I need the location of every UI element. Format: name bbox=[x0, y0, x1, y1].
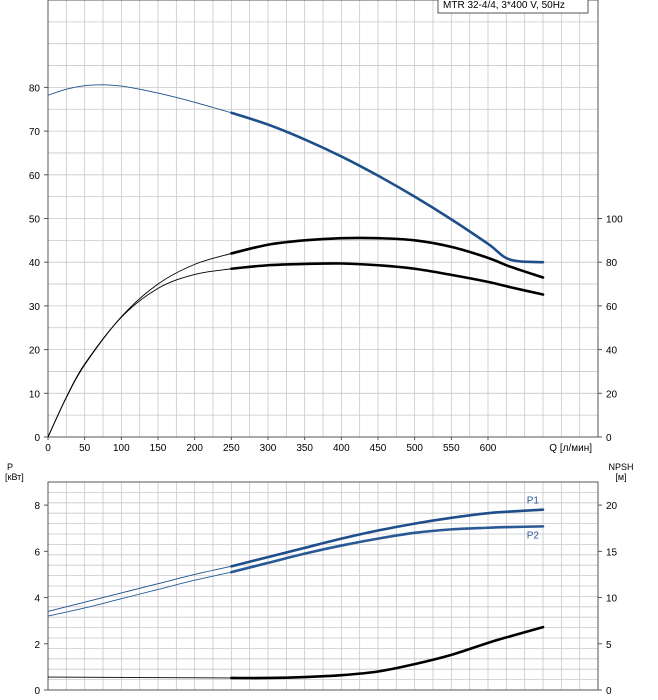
y-left-tick-label: 50 bbox=[29, 215, 41, 226]
y-right-axis-title: NPSH bbox=[608, 462, 633, 472]
x-tick-label: 350 bbox=[296, 443, 313, 454]
chart-title: MTR 32-4/4, 3*400 V, 50Hz bbox=[443, 0, 565, 11]
x-axis-title: Q [л/мин] bbox=[549, 443, 592, 454]
y-left-tick-label: 60 bbox=[29, 171, 41, 182]
x-tick-label: 500 bbox=[406, 443, 423, 454]
series-2-line-bold bbox=[230, 262, 545, 296]
y-left-tick-label: 30 bbox=[29, 302, 41, 313]
series-0-line-thin bbox=[47, 84, 232, 114]
x-tick-label: 250 bbox=[223, 443, 240, 454]
series-p1-line-thin bbox=[47, 565, 232, 612]
y-left-axis-title: P bbox=[7, 462, 13, 472]
x-tick-label: 300 bbox=[260, 443, 277, 454]
series-p1-line-bold bbox=[230, 508, 545, 568]
x-tick-label: 150 bbox=[150, 443, 167, 454]
x-tick-label: 200 bbox=[186, 443, 203, 454]
x-tick-label: 50 bbox=[79, 443, 91, 454]
y-right-tick-label: 10 bbox=[606, 594, 618, 605]
y-right-tick-label: 20 bbox=[606, 501, 618, 512]
series-p2-line-bold bbox=[230, 525, 545, 574]
grid bbox=[48, 0, 598, 437]
series-label-p2: P2 bbox=[527, 530, 540, 541]
y-right-tick-label: 0 bbox=[606, 686, 612, 697]
x-tick-label: 600 bbox=[480, 443, 497, 454]
y-left-tick-label: 2 bbox=[34, 640, 40, 651]
chart-title-frame bbox=[437, 0, 589, 14]
series-2-line-thin bbox=[47, 268, 232, 438]
y-left-axis-unit: [кВт] bbox=[5, 472, 24, 482]
x-tick-label: 550 bbox=[443, 443, 460, 454]
x-tick-label: 400 bbox=[333, 443, 350, 454]
head-efficiency-chart: 01020304050607080020406080100H[м]eta[%]0… bbox=[29, 0, 623, 454]
y-left-tick-label: 6 bbox=[34, 547, 40, 558]
y-left-tick-label: 10 bbox=[29, 389, 41, 400]
y-right-tick-label: 20 bbox=[606, 389, 618, 400]
y-right-tick-label: 40 bbox=[606, 346, 618, 357]
y-left-tick-label: 70 bbox=[29, 127, 41, 138]
series-2-line-thin bbox=[47, 676, 232, 679]
y-left-tick-label: 20 bbox=[29, 346, 41, 357]
x-tick-label: 100 bbox=[113, 443, 130, 454]
y-left-tick-label: 40 bbox=[29, 258, 41, 269]
y-right-tick-label: 15 bbox=[606, 547, 618, 558]
y-right-axis-unit: [м] bbox=[615, 472, 626, 482]
y-left-tick-label: 4 bbox=[34, 594, 40, 605]
y-right-tick-label: 0 bbox=[606, 433, 612, 444]
chart-title-box: MTR 32-4/4, 3*400 V, 50Hz bbox=[437, 0, 589, 14]
y-right-tick-label: 80 bbox=[606, 258, 618, 269]
series-label-p1: P1 bbox=[527, 496, 540, 507]
x-tick-label: 450 bbox=[370, 443, 387, 454]
power-npsh-chart: 0 2 4 6 8 0 5 10 15 20 P[кВт] NPSH[м] P1 P2 bbox=[5, 462, 634, 697]
series-p2-line-thin bbox=[47, 571, 232, 617]
y-left-tick-label: 8 bbox=[34, 501, 40, 512]
series-1-line-bold bbox=[230, 236, 545, 279]
series-2-line-bold bbox=[230, 625, 545, 680]
series-0-line-bold bbox=[230, 111, 545, 264]
y-left-tick-label: 80 bbox=[29, 83, 41, 94]
y-right-tick-label: 5 bbox=[606, 640, 612, 651]
plot-frame bbox=[47, 481, 599, 691]
y-left-tick-label: 0 bbox=[34, 686, 40, 697]
y-right-tick-label: 100 bbox=[606, 215, 623, 226]
grid bbox=[48, 482, 598, 690]
y-left-tick-label: 0 bbox=[34, 433, 40, 444]
x-tick-label: 0 bbox=[45, 443, 51, 454]
y-right-tick-label: 60 bbox=[606, 302, 618, 313]
